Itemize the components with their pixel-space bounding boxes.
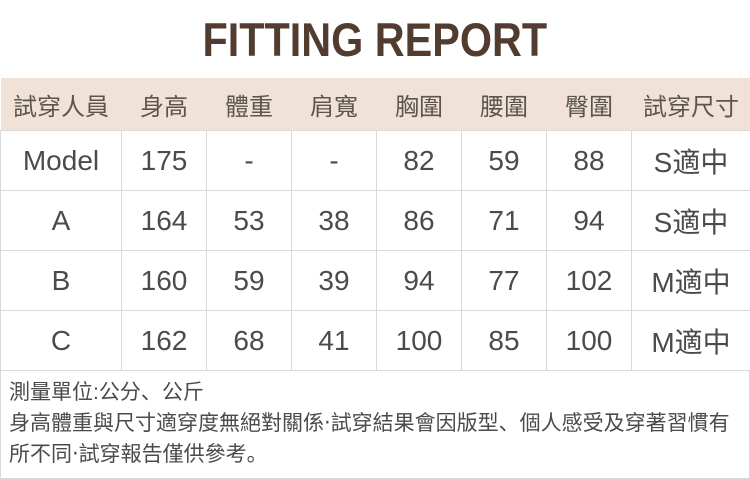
- cell-fit-size: S適中: [632, 131, 750, 191]
- table-row-a: A 164 53 38 86 71 94 S適中: [1, 191, 750, 251]
- cell-waist: 85: [462, 311, 547, 371]
- footnotes: 測量單位:公分、公斤 身高體重與尺寸適穿度無絕對關係‧試穿結果會因版型、個人感受…: [0, 371, 750, 479]
- cell-tester: Model: [1, 131, 122, 191]
- cell-hip: 102: [547, 251, 632, 311]
- cell-weight: 59: [207, 251, 292, 311]
- header-cell-height: 身高: [122, 78, 207, 131]
- header-cell-shoulder: 肩寬: [292, 78, 377, 131]
- cell-weight: 53: [207, 191, 292, 251]
- cell-waist: 77: [462, 251, 547, 311]
- cell-fit-size: S適中: [632, 191, 750, 251]
- fitting-report-table: 試穿人員 身高 體重 肩寬 胸圍 腰圍 臀圍 試穿尺寸 Model 175 - …: [0, 78, 750, 371]
- title-bar: FITTING REPORT: [0, 0, 750, 78]
- header-cell-weight: 體重: [207, 78, 292, 131]
- header-cell-fit-size: 試穿尺寸: [632, 78, 750, 131]
- cell-shoulder: 41: [292, 311, 377, 371]
- table-row-model: Model 175 - - 82 59 88 S適中: [1, 131, 750, 191]
- cell-height: 162: [122, 311, 207, 371]
- cell-weight: -: [207, 131, 292, 191]
- page-title: FITTING REPORT: [203, 12, 548, 67]
- cell-tester: C: [1, 311, 122, 371]
- table-row-c: C 162 68 41 100 85 100 M適中: [1, 311, 750, 371]
- table-row-b: B 160 59 39 94 77 102 M適中: [1, 251, 750, 311]
- cell-shoulder: 39: [292, 251, 377, 311]
- cell-hip: 94: [547, 191, 632, 251]
- cell-waist: 59: [462, 131, 547, 191]
- cell-chest: 100: [377, 311, 462, 371]
- cell-tester: B: [1, 251, 122, 311]
- cell-weight: 68: [207, 311, 292, 371]
- cell-chest: 82: [377, 131, 462, 191]
- measurement-units-note: 測量單位:公分、公斤: [9, 377, 737, 408]
- cell-chest: 86: [377, 191, 462, 251]
- cell-fit-size: M適中: [632, 311, 750, 371]
- cell-hip: 100: [547, 311, 632, 371]
- cell-chest: 94: [377, 251, 462, 311]
- cell-shoulder: 38: [292, 191, 377, 251]
- cell-hip: 88: [547, 131, 632, 191]
- cell-height: 160: [122, 251, 207, 311]
- header-cell-hip: 臀圍: [547, 78, 632, 131]
- table-header-row: 試穿人員 身高 體重 肩寬 胸圍 腰圍 臀圍 試穿尺寸: [1, 78, 750, 131]
- header-cell-chest: 胸圍: [377, 78, 462, 131]
- cell-shoulder: -: [292, 131, 377, 191]
- cell-tester: A: [1, 191, 122, 251]
- header-cell-tester: 試穿人員: [1, 78, 122, 131]
- cell-height: 164: [122, 191, 207, 251]
- cell-height: 175: [122, 131, 207, 191]
- cell-waist: 71: [462, 191, 547, 251]
- cell-fit-size: M適中: [632, 251, 750, 311]
- disclaimer-note: 身高體重與尺寸適穿度無絕對關係‧試穿結果會因版型、個人感受及穿著習慣有所不同‧試…: [9, 408, 737, 470]
- header-cell-waist: 腰圍: [462, 78, 547, 131]
